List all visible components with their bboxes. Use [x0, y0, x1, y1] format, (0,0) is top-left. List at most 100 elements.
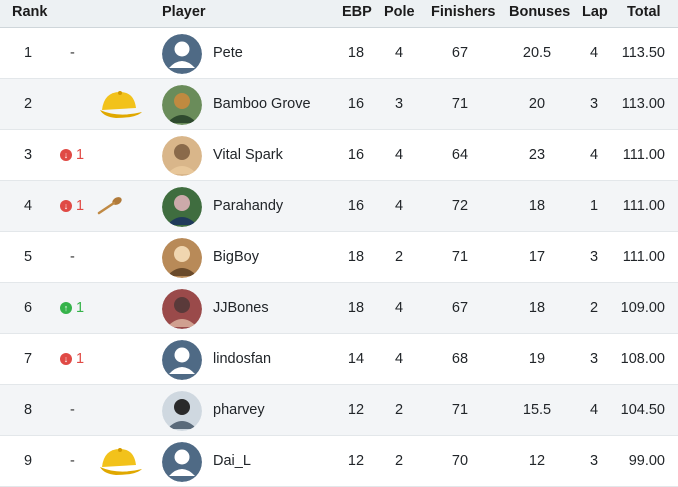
- table-row[interactable]: 1 - Pete 18 4 67 20.5 4 113.50: [0, 28, 678, 79]
- finishers-cell: 68: [451, 351, 469, 367]
- ebp-cell: 16: [347, 198, 365, 214]
- player-name[interactable]: pharvey: [213, 402, 265, 418]
- rank-change: -: [60, 385, 75, 435]
- total-cell: 111.00: [622, 147, 665, 163]
- player-name[interactable]: Pete: [213, 45, 243, 61]
- player-name[interactable]: Vital Spark: [213, 147, 283, 163]
- total-cell: 111.00: [622, 198, 665, 214]
- table-header: Rank Player EBP Pole Finishers Bonuses L…: [0, 0, 678, 28]
- rank-cell: 4: [24, 198, 33, 214]
- bonuses-cell: 15.5: [522, 402, 552, 418]
- table-row[interactable]: 4 ↓ 1 Parahandy 16 4 72 18 1 111.00: [0, 181, 678, 232]
- rank-cell: 8: [24, 402, 33, 418]
- rank-change: ↓ 1: [60, 181, 84, 231]
- avatar[interactable]: [162, 34, 202, 74]
- rank-change: ↓ 1: [60, 130, 84, 180]
- total-cell: 113.00: [621, 96, 665, 112]
- finishers-cell: 67: [451, 45, 469, 61]
- avatar[interactable]: [162, 136, 202, 176]
- lap-cell: 2: [589, 300, 599, 316]
- avatar[interactable]: [162, 391, 202, 431]
- player-name[interactable]: Dai_L: [213, 453, 251, 469]
- yellow-cap-icon: [96, 436, 144, 486]
- ebp-cell: 12: [347, 402, 365, 418]
- header-lap[interactable]: Lap: [582, 4, 608, 20]
- table-row[interactable]: 2 Bamboo Grove 16 3 71 20 3 113.00: [0, 79, 678, 130]
- avatar[interactable]: [162, 340, 202, 380]
- header-ebp[interactable]: EBP: [342, 4, 372, 20]
- total-cell: 113.50: [621, 45, 665, 61]
- rank-change-value: 1: [76, 198, 85, 214]
- avatar[interactable]: [162, 85, 202, 125]
- bonuses-cell: 19: [528, 351, 546, 367]
- header-rank[interactable]: Rank: [12, 4, 48, 20]
- total-cell: 99.00: [628, 453, 665, 469]
- total-cell: 109.00: [620, 300, 665, 316]
- header-player[interactable]: Player: [162, 4, 206, 20]
- table-row[interactable]: 6 ↑ 1 JJBones 18 4 67 18 2 109.00: [0, 283, 678, 334]
- bonuses-cell: 23: [528, 147, 546, 163]
- rank-change: ↓ 1: [60, 334, 84, 384]
- header-total[interactable]: Total: [627, 4, 661, 20]
- total-cell: 104.50: [620, 402, 665, 418]
- ebp-cell: 14: [347, 351, 365, 367]
- lap-cell: 3: [589, 453, 599, 469]
- lap-cell: 4: [589, 402, 599, 418]
- pole-cell: 4: [394, 45, 404, 61]
- rank-change: [60, 79, 70, 129]
- ebp-cell: 18: [347, 45, 365, 61]
- rank-change-value: 1: [76, 351, 85, 367]
- ebp-cell: 16: [347, 147, 365, 163]
- avatar[interactable]: [162, 442, 202, 482]
- table-row[interactable]: 3 ↓ 1 Vital Spark 16 4 64 23 4 111.00: [0, 130, 678, 181]
- player-name[interactable]: lindosfan: [213, 351, 272, 367]
- pole-cell: 4: [394, 147, 404, 163]
- table-row[interactable]: 9 - Dai_L 12 2 70 12 3 99.00: [0, 436, 678, 487]
- rank-cell: 5: [24, 249, 33, 265]
- pole-cell: 2: [394, 402, 404, 418]
- player-name[interactable]: BigBoy: [213, 249, 259, 265]
- table-row[interactable]: 5 - BigBoy 18 2 71 17 3 111.00: [0, 232, 678, 283]
- finishers-cell: 70: [451, 453, 469, 469]
- player-name[interactable]: JJBones: [213, 300, 269, 316]
- rank-change-value: 1: [76, 300, 85, 316]
- avatar[interactable]: [162, 289, 202, 329]
- finishers-cell: 67: [451, 300, 469, 316]
- rank-cell: 9: [24, 453, 33, 469]
- table-row[interactable]: 8 - pharvey 12 2 71 15.5 4 104.50: [0, 385, 678, 436]
- header-bonuses[interactable]: Bonuses: [509, 4, 571, 20]
- rank-change-value: -: [70, 45, 75, 61]
- rank-change: ↑ 1: [60, 283, 84, 333]
- avatar[interactable]: [162, 187, 202, 227]
- lap-cell: 1: [589, 198, 599, 214]
- lap-cell: 3: [589, 249, 599, 265]
- bonuses-cell: 18: [528, 300, 546, 316]
- ebp-cell: 18: [347, 300, 365, 316]
- lap-cell: 4: [589, 147, 599, 163]
- bonuses-cell: 20: [528, 96, 546, 112]
- bonuses-cell: 17: [528, 249, 546, 265]
- rank-change-value: -: [70, 402, 75, 418]
- finishers-cell: 64: [451, 147, 469, 163]
- table-body: 1- Pete 18 4 67 20.5 4 113.50 2 Bamboo Grove 16 3…: [0, 28, 678, 487]
- pole-cell: 3: [394, 96, 404, 112]
- rank-cell: 2: [24, 96, 33, 112]
- ebp-cell: 16: [347, 96, 365, 112]
- header-finishers[interactable]: Finishers: [431, 4, 496, 20]
- ebp-cell: 18: [347, 249, 365, 265]
- rank-change: -: [60, 28, 75, 78]
- lap-cell: 4: [589, 45, 599, 61]
- rank-cell: 7: [24, 351, 33, 367]
- finishers-cell: 72: [451, 198, 469, 214]
- player-name[interactable]: Bamboo Grove: [213, 96, 311, 112]
- pole-cell: 4: [394, 351, 404, 367]
- header-pole[interactable]: Pole: [384, 4, 415, 20]
- player-name[interactable]: Parahandy: [213, 198, 284, 214]
- rank-change-value: -: [70, 453, 75, 469]
- bonuses-cell: 12: [528, 453, 546, 469]
- rank-change: -: [60, 436, 75, 486]
- table-row[interactable]: 7 ↓ 1 lindosfan 14 4 68 19 3 108.00: [0, 334, 678, 385]
- pole-cell: 2: [394, 249, 404, 265]
- avatar[interactable]: [162, 238, 202, 278]
